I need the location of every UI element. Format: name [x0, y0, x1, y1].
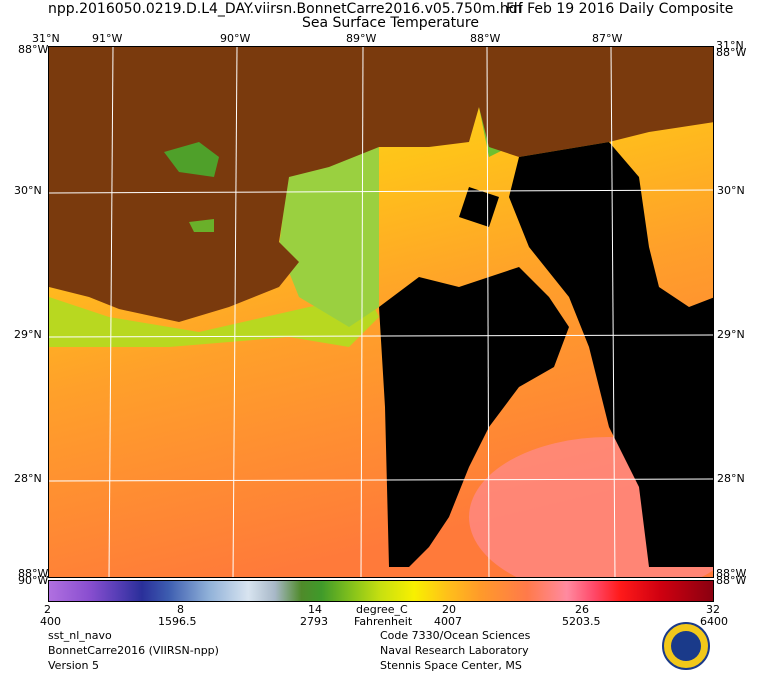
corner-label: 88°W: [18, 43, 49, 56]
corner-label: 88°W: [716, 46, 747, 59]
colorbar-fahrenheit-label: 4007: [434, 615, 462, 628]
sst-colorbar: [48, 580, 714, 602]
lat-label-right: 28°N: [717, 472, 745, 485]
colorbar-celsius-label: 32: [706, 603, 720, 616]
inland-lake: [164, 142, 219, 177]
colorbar-fahrenheit-label: 400: [40, 615, 61, 628]
lon-label: 91°W: [92, 32, 123, 45]
lat-label-left: 30°N: [14, 184, 42, 197]
product-title: Sea Surface Temperature: [302, 15, 479, 31]
sst-map-canvas: [49, 47, 713, 577]
cloud-mask: [509, 142, 713, 567]
file-name: npp.2016050.0219.D.L4_DAY.viirsn.BonnetC…: [48, 1, 523, 17]
meridian-89w: [360, 47, 364, 577]
inland-lake: [189, 219, 214, 232]
meridian-87w: [610, 47, 616, 577]
sst-map[interactable]: [48, 46, 714, 578]
parallel-28n: [49, 478, 713, 482]
nrl-seal-icon: [662, 622, 710, 670]
graticule: [49, 47, 713, 577]
footer-org-location: Stennis Space Center, MS: [380, 659, 522, 672]
corner-label: 90°W: [18, 574, 49, 587]
corner-label: 88°W: [716, 574, 747, 587]
footer-org-name: Naval Research Laboratory: [380, 644, 529, 657]
footer-product-code: sst_nl_navo: [48, 629, 112, 642]
colorbar-celsius-label: 2: [44, 603, 51, 616]
lon-label: 87°W: [592, 32, 623, 45]
lon-label-corner: 31°N: [716, 39, 744, 52]
colorbar-fahrenheit-label: 5203.5: [562, 615, 601, 628]
land-area: [49, 47, 713, 322]
footer-dataset: BonnetCarre2016 (VIIRSN-npp): [48, 644, 219, 657]
colorbar-fahrenheit-label: 6400: [700, 615, 728, 628]
footer-org-code: Code 7330/Ocean Sciences: [380, 629, 531, 642]
colorbar-celsius-label: 14: [308, 603, 322, 616]
lon-label: 88°W: [470, 32, 501, 45]
cloud-mask: [379, 267, 569, 567]
cloud-mask: [459, 187, 499, 227]
colorbar-unit-fahrenheit: Fahrenheit: [354, 615, 413, 628]
coastal-water: [49, 297, 379, 347]
colorbar-unit-celsius: degree_C: [356, 603, 408, 616]
corner-label: 88°W: [18, 567, 49, 580]
lat-label-right: 29°N: [717, 328, 745, 341]
colorbar-fahrenheit-label: 1596.5: [158, 615, 197, 628]
meridian-88w: [486, 47, 490, 577]
lon-label: 90°W: [220, 32, 251, 45]
colorbar-celsius-label: 20: [442, 603, 456, 616]
lat-label-right: 30°N: [717, 184, 745, 197]
lat-label-left: 29°N: [14, 328, 42, 341]
meridian-91w: [108, 47, 114, 577]
lat-label-left: 28°N: [14, 472, 42, 485]
corner-label: 88°W: [716, 567, 747, 580]
footer-version: Version 5: [48, 659, 99, 672]
seal-center-icon: [671, 631, 701, 661]
colorbar-celsius-label: 26: [575, 603, 589, 616]
lon-label: 89°W: [346, 32, 377, 45]
meridian-90w: [232, 47, 238, 577]
colorbar-celsius-label: 8: [177, 603, 184, 616]
lon-label-corner: 31°N: [32, 32, 60, 45]
composite-date: Fri Feb 19 2016 Daily Composite: [506, 1, 734, 17]
parallel-30n: [49, 189, 713, 194]
parallel-29n: [49, 334, 713, 338]
colorbar-fahrenheit-label: 2793: [300, 615, 328, 628]
